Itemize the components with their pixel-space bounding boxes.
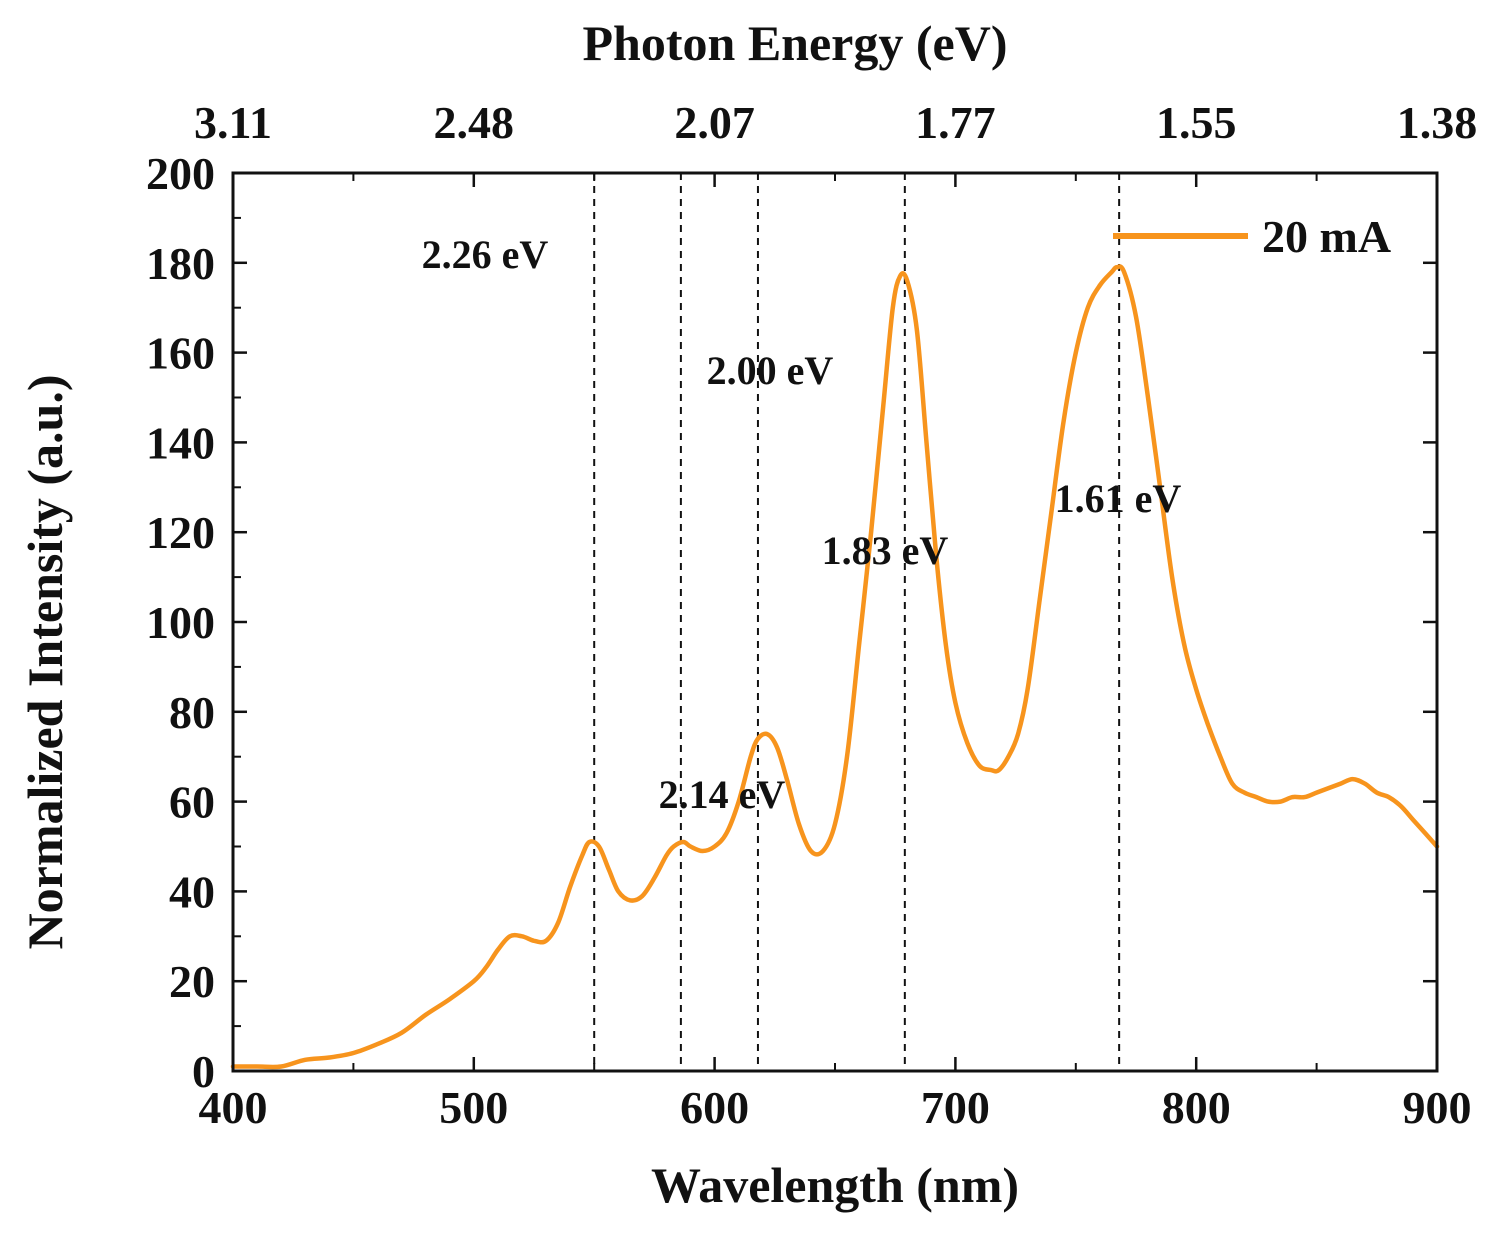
axis-ticks xyxy=(231,171,1439,1073)
x-axis-title: Wavelength (nm) xyxy=(651,1157,1019,1213)
y-tick-label: 20 xyxy=(169,956,215,1007)
x-tick-label: 400 xyxy=(199,1082,268,1133)
x-tick-label: 900 xyxy=(1403,1082,1472,1133)
y-tick-label: 80 xyxy=(169,687,215,738)
guide-lines xyxy=(593,173,1121,1071)
top-tick-label: 2.07 xyxy=(674,97,755,148)
y-tick-label: 60 xyxy=(169,777,215,828)
top-axis-title: Photon Energy (eV) xyxy=(583,15,1008,71)
x-tick-label: 700 xyxy=(921,1082,990,1133)
top-tick-label: 3.11 xyxy=(194,97,272,148)
series-line xyxy=(230,264,1440,1070)
legend-label: 20 mA xyxy=(1262,211,1391,262)
peak-label: 2.14 eV xyxy=(659,772,786,817)
x-tick-label: 600 xyxy=(680,1082,749,1133)
peak-label: 1.61 eV xyxy=(1055,476,1182,521)
peak-labels: 2.26 eV 2.14 eV 2.00 eV 1.83 eV 1.61 eV xyxy=(422,232,1182,817)
y-tick-label: 140 xyxy=(146,417,215,468)
y-tick-label: 40 xyxy=(169,866,215,917)
y-tick-label: 0 xyxy=(192,1046,215,1097)
top-tick-label: 1.38 xyxy=(1397,97,1478,148)
series-group xyxy=(230,264,1440,1070)
top-tick-label: 1.55 xyxy=(1156,97,1237,148)
y-tick-label: 100 xyxy=(146,597,215,648)
peak-label: 2.26 eV xyxy=(422,232,549,277)
peak-label: 2.00 eV xyxy=(707,348,834,393)
y-tick-label: 180 xyxy=(146,238,215,289)
peak-label: 1.83 eV xyxy=(822,528,949,573)
legend: 20 mA xyxy=(1113,211,1391,262)
x-tick-label: 800 xyxy=(1162,1082,1231,1133)
x-tick-label: 500 xyxy=(439,1082,508,1133)
y-tick-label: 160 xyxy=(146,328,215,379)
top-tick-label: 2.48 xyxy=(434,97,515,148)
y-axis-title: Normalized Intensity (a.u.) xyxy=(17,375,73,950)
y-tick-label: 200 xyxy=(146,148,215,199)
top-tick-label: 1.77 xyxy=(915,97,996,148)
y-tick-label: 120 xyxy=(146,507,215,558)
